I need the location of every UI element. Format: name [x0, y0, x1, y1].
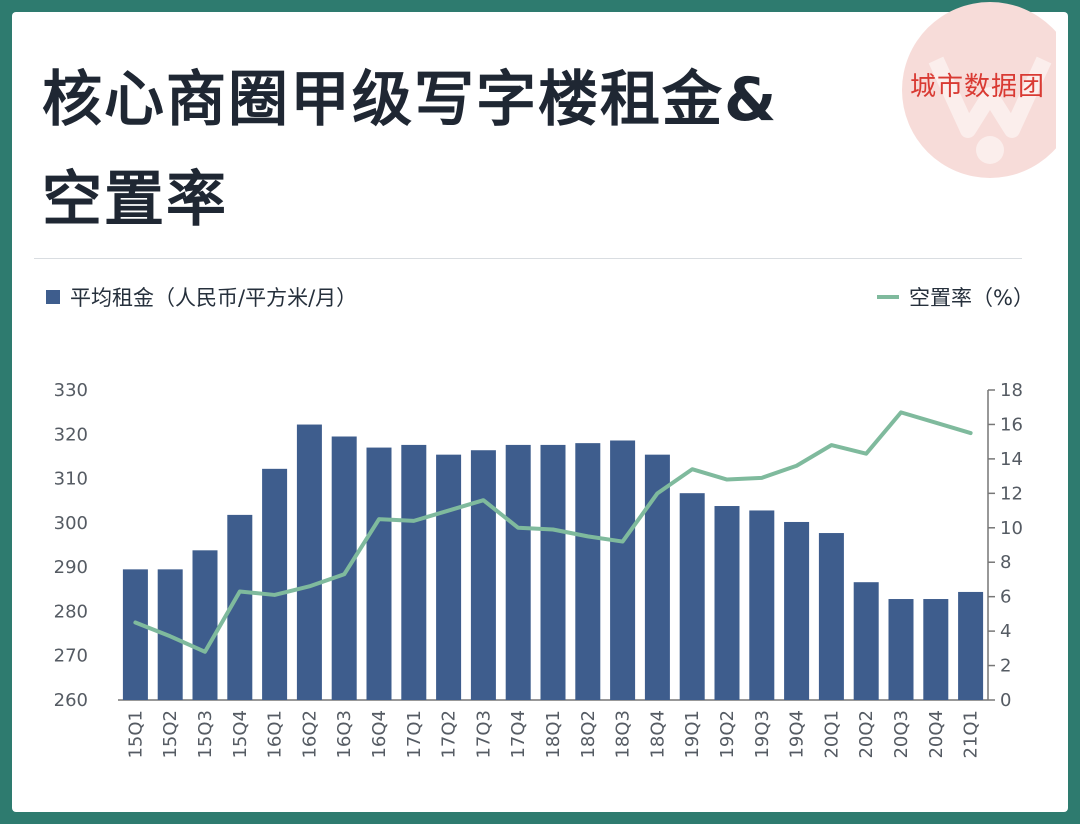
- x-tick-label: 20Q1: [821, 710, 842, 759]
- x-tick-label: 18Q4: [647, 710, 668, 759]
- rent-bar: [540, 444, 566, 700]
- x-tick-label: 16Q4: [369, 710, 390, 759]
- x-tick-label: 16Q1: [265, 710, 286, 759]
- rent-bar: [958, 591, 984, 700]
- rent-bar: [610, 440, 636, 700]
- y-left-tick-label: 300: [54, 513, 88, 534]
- rent-bar: [470, 450, 496, 700]
- rent-bar: [401, 444, 427, 700]
- x-tick-label: 18Q2: [578, 710, 599, 759]
- rent-bar: [331, 436, 357, 700]
- x-tick-label: 21Q1: [961, 710, 982, 759]
- rent-bar: [575, 443, 601, 700]
- y-left-tick-label: 280: [54, 601, 88, 622]
- y-left-tick-label: 270: [54, 646, 88, 667]
- vacancy-rate-line: [133, 410, 973, 654]
- y-right-tick-label: 14: [1000, 449, 1023, 470]
- x-tick-label: 17Q1: [404, 710, 425, 759]
- y-right-tick-label: 6: [1000, 587, 1011, 608]
- y-left-tick-label: 320: [54, 424, 88, 445]
- rent-bar: [262, 468, 288, 700]
- x-tick-label: 19Q3: [752, 710, 773, 759]
- y-right-tick-label: 0: [1000, 690, 1011, 711]
- legend-bar-label: 平均租金（人民币/平方米/月）: [70, 286, 358, 310]
- rent-bar: [749, 510, 775, 700]
- rent-bar: [923, 599, 949, 700]
- x-tick-label: 19Q4: [787, 710, 808, 759]
- rent-bar: [436, 454, 462, 700]
- x-tick-label: 17Q4: [508, 710, 529, 759]
- y-left-tick-label: 260: [54, 690, 88, 711]
- brand-logo-watermark: [902, 2, 1056, 178]
- x-tick-label: 15Q3: [195, 710, 216, 759]
- legend-bar: 平均租金（人民币/平方米/月）: [46, 282, 357, 312]
- y-right-tick-label: 12: [1000, 483, 1023, 504]
- rent-bar: [818, 533, 844, 700]
- x-tick-label: 17Q3: [473, 710, 494, 759]
- chart-title-line-2: 空置率: [42, 165, 228, 235]
- y-right-tick-label: 18: [1000, 380, 1023, 401]
- x-tick-label: 16Q2: [299, 710, 320, 759]
- y-right-tick-label: 16: [1000, 414, 1023, 435]
- title-divider: [34, 258, 1022, 259]
- y-left-tick-label: 290: [54, 557, 88, 578]
- x-tick-label: 18Q3: [613, 710, 634, 759]
- rent-bar: [505, 444, 531, 700]
- x-tick-label: 18Q1: [543, 710, 564, 759]
- y-right-tick-label: 8: [1000, 552, 1011, 573]
- chart-title: 核心商圈甲级写字楼租金& 空置率: [42, 50, 902, 250]
- rent-bar: [679, 493, 705, 700]
- y-left-tick-label: 310: [54, 469, 88, 490]
- x-tick-label: 19Q1: [682, 710, 703, 759]
- rent-bar: [714, 506, 740, 700]
- x-tick-label: 15Q4: [230, 710, 251, 759]
- x-tick-label: 20Q2: [856, 710, 877, 759]
- x-tick-label: 20Q4: [926, 710, 947, 759]
- chart-title-line-1: 核心商圈甲级写字楼租金&: [42, 65, 779, 135]
- legend-line-swatch: [877, 295, 900, 299]
- y-left-tick-label: 330: [54, 380, 88, 401]
- legend-line-label: 空置率（%）: [909, 286, 1034, 310]
- brand-name: 城市数据团: [910, 72, 1046, 102]
- x-tick-label: 15Q2: [160, 710, 181, 759]
- x-tick-label: 16Q3: [334, 710, 355, 759]
- rent-bar: [192, 550, 218, 700]
- x-tick-label: 15Q1: [125, 710, 146, 759]
- x-tick-label: 19Q2: [717, 710, 738, 759]
- rent-bar: [784, 521, 810, 700]
- rent-bar: [888, 599, 914, 700]
- y-right-tick-label: 4: [1000, 621, 1011, 642]
- x-tick-label: 20Q3: [891, 710, 912, 759]
- rent-bar: [122, 569, 148, 700]
- legend-bar-swatch: [46, 290, 60, 304]
- legend-line: 空置率（%）: [877, 282, 1034, 312]
- x-tick-label: 17Q2: [439, 710, 460, 759]
- y-right-tick-label: 10: [1000, 518, 1023, 539]
- rent-bar: [366, 447, 392, 700]
- y-right-tick-label: 2: [1000, 656, 1011, 677]
- rent-bar: [853, 582, 879, 700]
- rent-bar: [296, 424, 322, 700]
